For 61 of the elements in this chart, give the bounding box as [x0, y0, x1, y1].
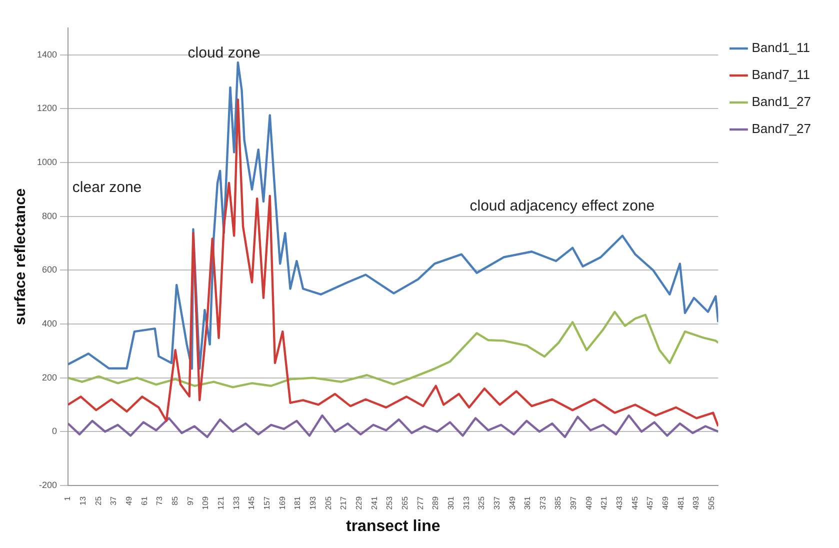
x-tick-label: 25 — [94, 496, 103, 506]
x-tick-label: 445 — [630, 496, 640, 510]
y-tick-label: 1000 — [36, 157, 58, 168]
x-tick-label: 409 — [584, 496, 594, 510]
x-tick-label: 253 — [385, 496, 394, 510]
y-tick-label: -200 — [39, 480, 58, 490]
x-tick-label: 205 — [324, 496, 333, 510]
x-tick-label: 385 — [554, 496, 563, 510]
x-tick-label: 301 — [446, 496, 456, 510]
x-tick-label: 121 — [216, 496, 226, 510]
x-tick-label: 277 — [416, 496, 425, 510]
annotation: cloud adjacency effect zone — [470, 198, 655, 215]
x-tick-label: 325 — [477, 496, 486, 510]
x-tick-label: 217 — [339, 496, 348, 510]
y-tick-label: 0 — [52, 426, 58, 436]
y-tick-label: 400 — [42, 318, 58, 328]
annotation: clear zone — [72, 179, 142, 196]
x-tick-label: 397 — [569, 496, 578, 510]
legend-label: Band7_11 — [752, 67, 810, 82]
x-tick-label: 433 — [615, 496, 624, 510]
x-axis-title: transect line — [346, 518, 440, 535]
x-tick-label: 97 — [186, 496, 195, 506]
y-tick-label: 800 — [42, 210, 58, 221]
x-tick-label: 13 — [78, 496, 88, 506]
x-tick-label: 229 — [354, 496, 364, 510]
x-tick-label: 169 — [278, 496, 287, 510]
x-tick-label: 493 — [692, 496, 701, 510]
x-tick-label: 1 — [63, 496, 72, 501]
x-tick-label: 481 — [676, 496, 686, 510]
x-tick-label: 241 — [370, 496, 379, 510]
x-tick-label: 133 — [232, 496, 241, 510]
x-tick-label: 313 — [462, 496, 471, 510]
legend-label: Band1_11 — [752, 40, 810, 56]
y-tick-label: 1400 — [36, 49, 58, 60]
x-tick-label: 61 — [140, 496, 149, 506]
y-tick-label: 600 — [42, 264, 58, 275]
x-tick-label: 265 — [400, 496, 410, 510]
x-tick-label: 457 — [646, 496, 655, 510]
x-tick-label: 289 — [431, 496, 440, 510]
x-tick-label: 85 — [170, 496, 180, 506]
x-tick-label: 157 — [262, 496, 272, 510]
x-tick-label: 349 — [508, 496, 517, 510]
x-tick-label: 73 — [155, 496, 164, 506]
annotation: cloud zone — [188, 44, 260, 62]
x-tick-label: 505 — [707, 496, 716, 510]
x-tick-label: 373 — [538, 496, 548, 510]
x-tick-label: 421 — [600, 496, 609, 510]
x-tick-label: 469 — [661, 496, 670, 510]
x-tick-label: 49 — [124, 496, 134, 506]
legend-label: Band7_27 — [752, 121, 811, 136]
legend-label: Band1_27 — [752, 94, 811, 110]
x-tick-label: 337 — [492, 496, 502, 510]
x-tick-label: 181 — [293, 496, 302, 510]
x-tick-label: 361 — [523, 496, 532, 510]
y-tick-label: 1200 — [36, 103, 58, 114]
x-tick-label: 193 — [308, 496, 318, 510]
x-tick-label: 109 — [201, 496, 210, 510]
x-tick-label: 145 — [247, 496, 256, 510]
x-tick-label: 37 — [109, 496, 118, 506]
y-axis-title: surface reflectance — [12, 188, 30, 326]
y-tick-label: 200 — [42, 372, 58, 382]
